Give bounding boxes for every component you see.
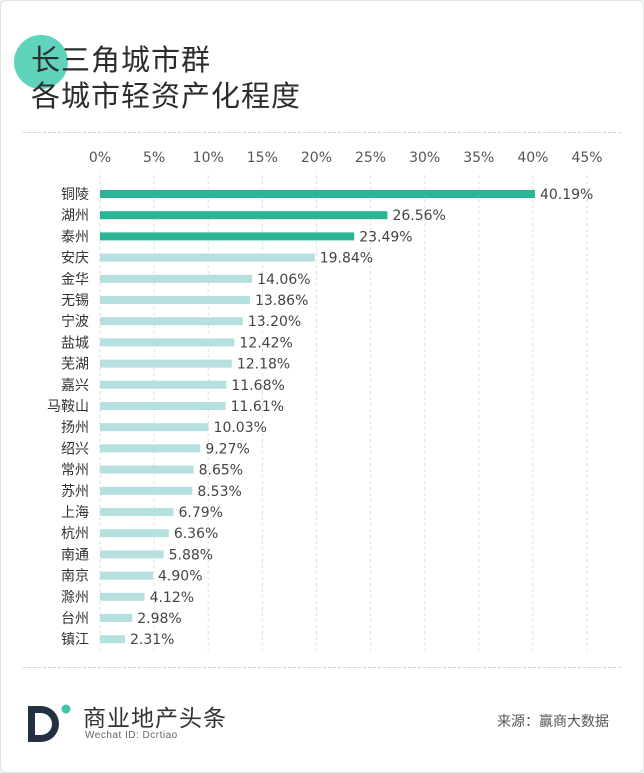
category-label: 湖州: [61, 208, 89, 224]
value-label: 2.98%: [137, 611, 181, 627]
bar: [100, 338, 235, 347]
category-label: 盐城: [61, 335, 89, 351]
category-label: 南通: [61, 547, 89, 563]
x-tick-label: 45%: [571, 150, 602, 166]
value-label: 11.61%: [231, 399, 284, 415]
brand-name: 商业地产头条: [83, 706, 227, 732]
value-label: 10.03%: [214, 420, 267, 436]
bar-chart: 0% 5% 10% 15% 20% 25% 30% 35% 40% 45% 铜陵 40.19% 湖州 26…: [47, 150, 603, 651]
category-label: 苏州: [61, 484, 89, 500]
category-label: 滁州: [61, 590, 89, 606]
bar: [100, 465, 194, 474]
category-label: 嘉兴: [61, 378, 89, 394]
value-label: 13.86%: [255, 293, 308, 309]
category-label: 泰州: [61, 229, 89, 245]
chart-title-line2: 各城市轻资产化程度: [31, 79, 302, 113]
bar: [100, 296, 250, 304]
bar: [100, 444, 201, 453]
x-tick-label: 20%: [301, 150, 332, 166]
bar: [100, 274, 253, 283]
bar: [100, 402, 226, 410]
bar: [100, 232, 355, 241]
x-tick-label: 5%: [143, 150, 165, 166]
category-label: 芜湖: [61, 356, 89, 373]
bar: [100, 253, 315, 262]
bar: [100, 614, 133, 622]
value-label: 12.18%: [237, 357, 290, 373]
category-label: 铜陵: [61, 187, 89, 203]
value-label: 14.06%: [257, 272, 310, 288]
value-label: 12.42%: [239, 335, 292, 351]
d-letter-logo-icon: [28, 704, 71, 742]
category-label: 上海: [61, 505, 89, 521]
category-label: 常州: [61, 463, 89, 479]
wechat-id: Wechat ID: Dcrtiao: [85, 730, 178, 741]
bar: [100, 635, 125, 644]
category-label: 镇江: [61, 632, 89, 648]
bar: [100, 592, 145, 601]
value-label: 2.31%: [130, 632, 174, 648]
value-label: 5.88%: [169, 547, 213, 563]
bar: [100, 359, 232, 368]
bar: [100, 571, 154, 580]
bar: [100, 317, 243, 326]
value-label: 23.49%: [359, 229, 412, 245]
value-label: 11.68%: [231, 378, 284, 394]
category-label: 杭州: [61, 526, 89, 542]
category-label: 台州: [61, 611, 89, 627]
x-tick-label: 0%: [89, 150, 111, 166]
x-tick-label: 10%: [193, 150, 224, 166]
bar: [100, 190, 535, 198]
top-divider: [23, 132, 621, 133]
value-label: 9.27%: [205, 441, 249, 457]
value-label: 8.53%: [197, 484, 241, 500]
x-tick-label: 25%: [355, 150, 386, 166]
category-label: 扬州: [61, 420, 89, 436]
value-label: 6.79%: [178, 505, 222, 521]
bar: [100, 550, 164, 559]
value-label: 8.65%: [199, 463, 243, 479]
category-label: 安庆: [61, 251, 89, 267]
category-label: 无锡: [61, 293, 89, 309]
x-tick-label: 30%: [409, 150, 440, 166]
bar: [100, 423, 209, 432]
bar: [100, 380, 227, 389]
value-label: 26.56%: [392, 208, 445, 224]
category-label: 绍兴: [61, 441, 89, 457]
data-source: 来源：赢商大数据: [497, 714, 609, 730]
category-label: 宁波: [61, 313, 89, 330]
value-label: 4.12%: [150, 590, 194, 606]
x-tick-label: 40%: [517, 150, 548, 166]
value-label: 19.84%: [320, 251, 373, 267]
category-label: 金华: [61, 272, 89, 288]
title-accent-dot: [14, 35, 68, 89]
bar: [100, 486, 193, 495]
value-label: 6.36%: [174, 526, 218, 542]
x-tick-label: 15%: [247, 150, 278, 166]
category-label: 南京: [61, 569, 89, 585]
value-label: 40.19%: [540, 187, 593, 203]
category-label: 马鞍山: [47, 399, 89, 415]
value-label: 13.20%: [248, 314, 301, 330]
value-label: 4.90%: [158, 569, 202, 585]
chart-title-line1: 长三角城市群: [31, 43, 212, 77]
bar: [100, 529, 169, 538]
bottom-divider: [23, 667, 621, 668]
x-tick-label: 35%: [463, 150, 494, 166]
bar: [100, 508, 174, 516]
bar: [100, 211, 388, 220]
